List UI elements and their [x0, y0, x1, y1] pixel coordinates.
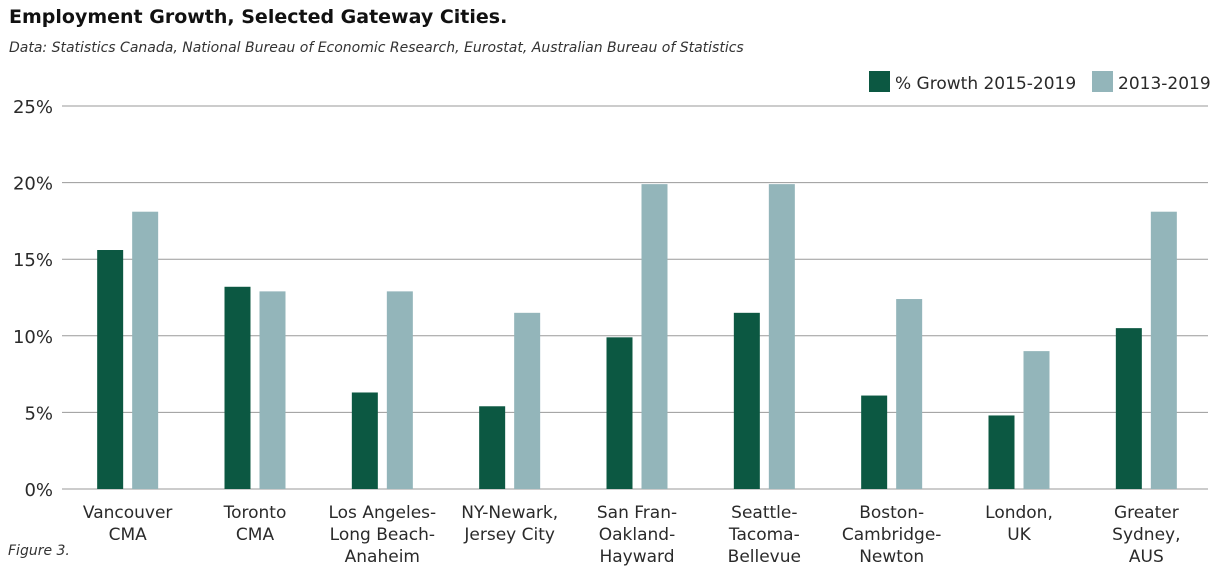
x-category-label: Greater Sydney, AUS [1112, 503, 1180, 567]
bar-growth-2015-2019 [479, 406, 506, 489]
legend: % Growth 2015-2019 2013-2019 [869, 71, 1211, 94]
chart-subtitle: Data: Statistics Canada, National Bureau… [9, 40, 744, 56]
bar-growth-2015-2019 [733, 312, 760, 489]
y-tick-label: 0% [24, 480, 53, 501]
bar-growth-2013-2019 [896, 299, 923, 489]
bar-growth-2013-2019 [514, 312, 541, 489]
x-category-label: San Fran-Oakland-Hayward [597, 503, 677, 567]
bar-growth-2015-2019 [351, 392, 378, 489]
chart-title: Employment Growth, Selected Gateway Citi… [9, 6, 508, 28]
x-category-label: Los Angeles-Long Beach-Anaheim [328, 503, 436, 567]
x-category-label: London, UK [985, 503, 1053, 545]
bar-growth-2013-2019 [259, 291, 286, 489]
x-category-label: NY-Newark, Jersey City [461, 503, 558, 545]
bar-growth-2013-2019 [1023, 351, 1050, 489]
bar-growth-2015-2019 [861, 395, 888, 489]
x-category-label: Boston-Cambridge-Newton [842, 503, 942, 567]
bar-growth-2015-2019 [606, 337, 633, 489]
figure-caption: Figure 3. [8, 543, 70, 559]
y-tick-label: 5% [24, 403, 53, 424]
x-category-label: Vancouver CMA [83, 503, 173, 545]
bar-growth-2015-2019 [1115, 328, 1142, 489]
y-tick-label: 10% [13, 327, 53, 348]
y-tick-label: 25% [13, 97, 53, 118]
x-category-label: Seattle-Tacoma-Bellevue [728, 503, 801, 567]
legend-label: % Growth 2015-2019 [895, 74, 1076, 94]
bar-growth-2013-2019 [768, 184, 795, 489]
legend-swatch [1092, 71, 1113, 92]
bar-growth-2015-2019 [224, 286, 251, 489]
bars [97, 184, 1177, 489]
y-tick-label: 15% [13, 250, 53, 271]
bar-growth-2013-2019 [1150, 211, 1177, 489]
bar-growth-2013-2019 [132, 211, 159, 489]
bar-growth-2015-2019 [97, 250, 124, 489]
grid-lines [62, 105, 1208, 490]
y-tick-label: 20% [13, 174, 53, 195]
legend-label: 2013-2019 [1118, 74, 1211, 94]
bar-growth-2013-2019 [641, 184, 668, 489]
y-axis-ticks: 0% 5% 10% 15% 20% 25% [13, 97, 53, 501]
x-category-label: Toronto CMA [223, 503, 287, 545]
legend-swatch [869, 71, 890, 92]
bar-growth-2013-2019 [386, 291, 413, 489]
x-axis-categories: Vancouver CMA Toronto CMA Los Angeles-Long B… [83, 503, 1181, 567]
bar-growth-2015-2019 [988, 415, 1015, 489]
